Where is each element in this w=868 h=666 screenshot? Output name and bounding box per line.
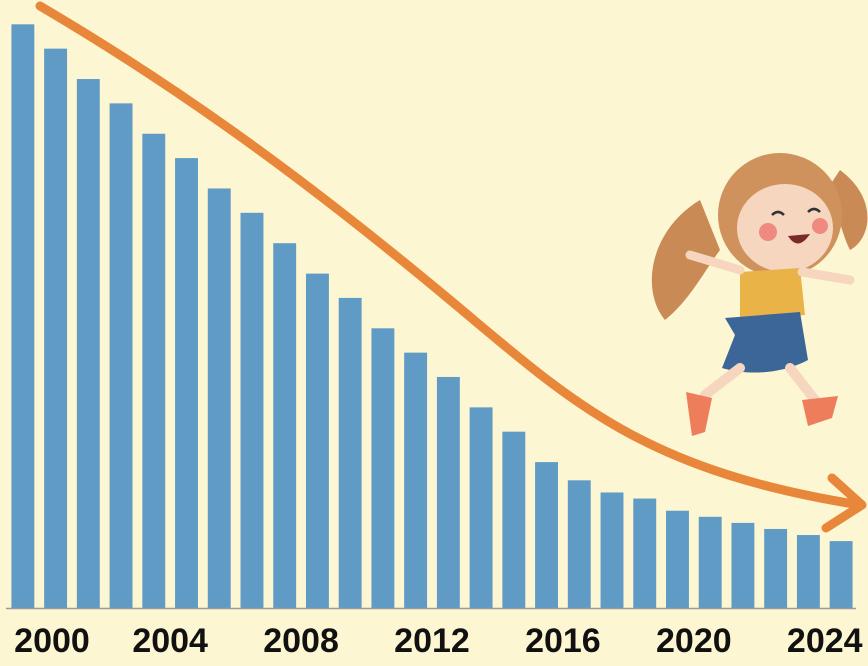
- bar: [698, 516, 722, 608]
- bar: [633, 498, 657, 608]
- arrow-head: [821, 473, 867, 533]
- bar: [76, 79, 100, 609]
- bar: [338, 297, 362, 608]
- x-tick-label: 2004: [132, 622, 208, 660]
- x-tick-label: 2016: [525, 622, 601, 660]
- bar: [273, 243, 297, 608]
- bar: [404, 352, 428, 608]
- bar: [600, 492, 624, 608]
- bar: [11, 24, 35, 608]
- bar: [731, 522, 755, 608]
- bar: [502, 431, 526, 608]
- bar: [535, 462, 559, 608]
- bar: [44, 48, 68, 608]
- x-tick-label: 2008: [263, 622, 339, 660]
- bars: [11, 24, 853, 609]
- bar: [469, 407, 493, 608]
- bar: [371, 328, 395, 608]
- bar: [796, 535, 820, 608]
- bar: [764, 528, 788, 608]
- x-tick-label: 2020: [656, 622, 732, 660]
- bar: [829, 541, 853, 608]
- trend-arrow: [35, 1, 865, 510]
- bar: [240, 212, 264, 609]
- bar: [436, 376, 460, 608]
- x-tick-label: 2012: [394, 622, 470, 660]
- bar: [109, 103, 133, 609]
- bar: [142, 133, 166, 608]
- girl-illustration: [651, 153, 868, 436]
- bar: [175, 158, 198, 608]
- bar: [567, 480, 591, 608]
- x-labels: 2000 2004 2008 2012 2016 2020 2024: [14, 622, 862, 660]
- x-tick-label: 2000: [14, 622, 90, 660]
- bar: [207, 188, 231, 609]
- bar: [305, 273, 329, 608]
- x-tick-label: 2024: [787, 622, 863, 660]
- bar: [666, 510, 689, 608]
